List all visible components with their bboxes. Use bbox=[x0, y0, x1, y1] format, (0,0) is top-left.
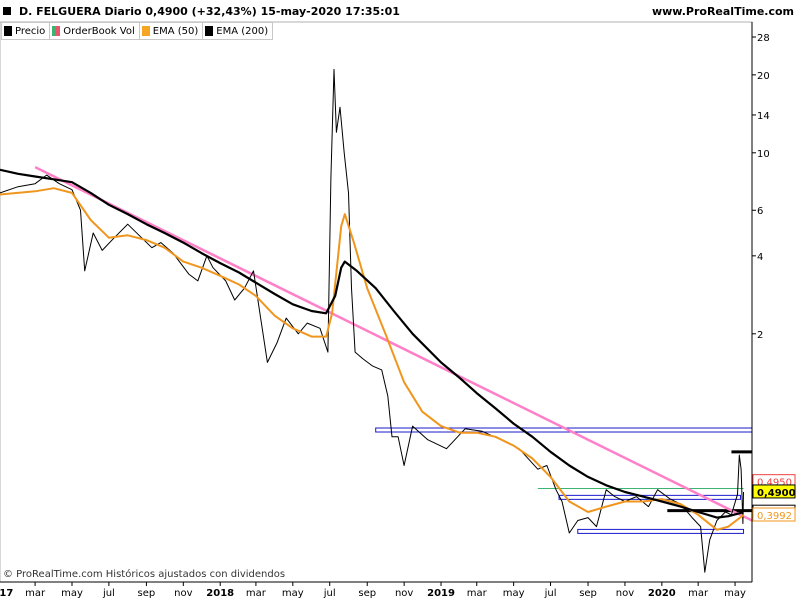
price-label: 0,4950 bbox=[757, 478, 792, 489]
x-tick-label: jul bbox=[102, 588, 115, 599]
x-tick-label: jul bbox=[544, 588, 557, 599]
plot-frame bbox=[0, 21, 753, 583]
x-tick-label: 2020 bbox=[648, 588, 676, 599]
x-tick-label: nov bbox=[174, 588, 192, 599]
legend-label: EMA (200) bbox=[216, 25, 269, 37]
price-label: 0,4900 bbox=[757, 488, 796, 499]
x-tick-label: sep bbox=[358, 588, 376, 599]
legend-item-ema200[interactable]: EMA (200) bbox=[203, 23, 272, 39]
x-tick-label: may bbox=[282, 588, 304, 599]
legend: Precio OrderBook Vol EMA (50) EMA (200) bbox=[1, 22, 274, 40]
x-tick-label: may bbox=[724, 588, 746, 599]
plot-area bbox=[0, 21, 753, 583]
y-axis: 28 20 14 10 6 4 2 bbox=[751, 22, 770, 582]
ema200-line bbox=[0, 168, 744, 519]
chart-title: D. FELGUERA Diario 0,4900 (+32,43%) 15-m… bbox=[19, 5, 400, 18]
x-tick-label: sep bbox=[579, 588, 597, 599]
x-tick-label: mar bbox=[246, 588, 267, 599]
legend-item-orderbook[interactable]: OrderBook Vol bbox=[50, 23, 140, 39]
y-tick-label: 10 bbox=[757, 149, 770, 160]
y-tick-label: 2 bbox=[757, 330, 763, 341]
price-label: 0,3992 bbox=[757, 511, 792, 522]
price-label-box bbox=[752, 484, 796, 499]
legend-swatch-icon bbox=[141, 26, 150, 36]
x-tick-label: mar bbox=[25, 588, 46, 599]
legend-swatch-icon bbox=[4, 26, 12, 36]
y-tick-label: 28 bbox=[757, 33, 770, 44]
support-zone bbox=[577, 528, 745, 534]
price-label-box bbox=[752, 507, 796, 522]
y-tick-label: 4 bbox=[757, 252, 763, 263]
legend-label: EMA (50) bbox=[152, 25, 199, 37]
chart-header: D. FELGUERA Diario 0,4900 (+32,43%) 15-m… bbox=[0, 0, 800, 22]
x-tick-label: may bbox=[61, 588, 83, 599]
x-tick-label: nov bbox=[616, 588, 634, 599]
legend-label: Precio bbox=[15, 25, 46, 37]
x-tick-label: mar bbox=[467, 588, 488, 599]
x-tick-label: jul bbox=[323, 588, 336, 599]
x-tick-label: may bbox=[503, 588, 525, 599]
y-tick-label: 14 bbox=[757, 111, 770, 122]
x-tick-label: nov bbox=[395, 588, 413, 599]
trendline bbox=[34, 166, 753, 522]
pink-trendline bbox=[34, 166, 753, 522]
legend-label: OrderBook Vol bbox=[63, 25, 135, 37]
legend-item-precio[interactable]: Precio bbox=[2, 23, 51, 39]
x-tick-label: sep bbox=[138, 588, 156, 599]
y-tick-label: 6 bbox=[757, 206, 763, 217]
legend-swatch-icon bbox=[52, 26, 61, 36]
site-link[interactable]: www.ProRealTime.com bbox=[651, 5, 794, 18]
series-group bbox=[0, 68, 745, 573]
footer-copyright: © ProRealTime.com Históricos ajustados c… bbox=[3, 569, 286, 580]
y-tick-label: 20 bbox=[757, 71, 770, 82]
x-tick-label: 2019 bbox=[427, 588, 455, 599]
legend-item-ema50[interactable]: EMA (50) bbox=[140, 23, 204, 39]
x-tick-label: mar bbox=[688, 588, 709, 599]
x-tick-label: 2018 bbox=[206, 588, 234, 599]
header-marker-icon bbox=[3, 7, 11, 15]
ema50-line bbox=[0, 187, 745, 531]
legend-swatch-icon bbox=[205, 26, 214, 36]
